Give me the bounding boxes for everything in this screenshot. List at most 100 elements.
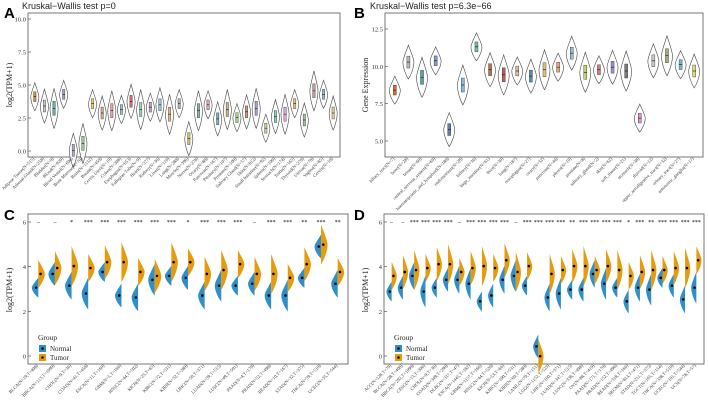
legend-title-c: Group <box>38 333 57 342</box>
mean-dot-tumor <box>550 272 553 276</box>
x-tick-label: UCEC(N=35,T=544) <box>307 363 339 395</box>
mean-dot-normal <box>681 298 685 301</box>
plot-frame-d <box>383 213 705 365</box>
x-labels-c: BLCA(N=19,T=408)BRCA(N=113,T=1099)CHOL(N… <box>8 363 340 399</box>
significance-marker: *** <box>635 220 644 226</box>
significance-marker: – <box>513 220 518 226</box>
significance-d: – – *** *** *** *** – *** *** *** *** – *** *** *** ***… <box>389 220 701 226</box>
mean-dot-normal <box>184 276 188 280</box>
significance-marker: *** <box>100 220 109 226</box>
significance-marker: ** <box>335 220 341 226</box>
x-labels-d: ACC(N=128,T=79)BLCA(N=28,T=408)BRCA(N=29… <box>363 363 698 399</box>
mean-dot-tumor <box>322 243 325 246</box>
significance-marker: *** <box>692 220 701 226</box>
mean-dot-normal <box>34 286 38 289</box>
mean-dot-tumor <box>338 270 342 274</box>
mean-dot-normal <box>535 345 538 348</box>
mean-dot-normal <box>614 286 617 289</box>
y-tick-label: 5.0 <box>375 139 383 146</box>
significance-marker: *** <box>590 220 599 226</box>
significance-marker: *** <box>579 220 588 226</box>
significance-marker: – <box>52 220 57 226</box>
significance-marker: – <box>457 220 462 226</box>
significance-marker: *** <box>466 220 475 226</box>
mean-dot-normal <box>546 296 550 299</box>
legend-dot-normal-d <box>397 347 400 350</box>
mean-dot-tumor <box>172 260 175 264</box>
legend-dot-normal-c <box>41 347 44 350</box>
x-labels-a: Adipose Tissue(N=515)Adrenal Gland(N=258… <box>1 156 334 191</box>
legend-dot-tumor-c <box>41 356 44 359</box>
mean-dot-tumor <box>505 258 508 262</box>
significance-marker: *** <box>410 220 419 226</box>
panel-label-c: C <box>4 207 15 224</box>
violins-d <box>386 243 702 374</box>
significance-marker: * <box>627 220 630 226</box>
significance-c: – – * *** *** *** *** *** *** * *** *** *** – *** *** **… <box>36 220 341 226</box>
mean-dot-normal <box>636 286 640 289</box>
mean-dot-tumor <box>39 272 42 276</box>
mean-dot-normal <box>399 286 403 289</box>
legend-label-normal-d: Normal <box>406 345 427 353</box>
y-ticks-d: 0 2 4 6 <box>379 220 387 361</box>
mean-dot-normal <box>101 270 104 274</box>
mean-dot-normal <box>693 286 696 289</box>
significance-marker: *** <box>267 220 276 226</box>
y-tick-label: 2 <box>23 309 26 316</box>
y-tick-label: 12.5 <box>372 27 383 34</box>
x-labels-b: biliary_tract(N=7)bone(N=28)breast(N=60)… <box>368 156 695 211</box>
panel-b: B Kruskal−Wallis test p=6.3e−66 Gene Exp… <box>354 1 704 211</box>
mean-dot-normal <box>334 282 337 286</box>
mean-dot-tumor <box>222 268 225 272</box>
significance-marker: * <box>187 220 190 226</box>
y-ticks-b: 5.0 7.5 10.0 12.5 <box>372 27 388 146</box>
legend-dot-tumor-d <box>397 356 400 359</box>
mean-dot-normal <box>411 274 414 278</box>
y-tick-label: 6 <box>379 220 383 227</box>
significance-marker: ** <box>301 220 307 226</box>
significance-marker: *** <box>523 220 532 226</box>
y-tick-label: 10.0 <box>372 64 383 71</box>
panel-a: A Kruskal−Wallis test p=0 log2(TPM+1) 0.… <box>1 1 341 191</box>
mean-dot-normal <box>234 284 237 287</box>
y-tick-label: 4 <box>23 264 27 271</box>
mean-dot-normal <box>467 282 471 286</box>
mean-dot-normal <box>167 274 171 278</box>
y-tick-label: 5.0 <box>18 83 26 90</box>
y-tick-label: 10.0 <box>15 17 26 24</box>
mean-dot-tumor <box>288 276 292 280</box>
mean-dot-tumor <box>572 264 576 268</box>
significance-marker: *** <box>233 220 242 226</box>
mean-dot-tumor <box>89 266 92 270</box>
significance-marker: *** <box>283 220 292 226</box>
mean-dot-normal <box>659 276 662 280</box>
y-axis-label-d: log2(TPM+1) <box>361 267 370 312</box>
plot-frame-a <box>27 12 341 158</box>
mean-dot-normal <box>433 286 437 289</box>
mean-dot-tumor <box>72 264 76 268</box>
significance-marker: *** <box>317 220 326 226</box>
y-axis-label-c: log2(TPM+1) <box>5 267 14 312</box>
significance-marker: *** <box>134 220 143 226</box>
mean-dot-tumor <box>105 260 109 264</box>
mean-dot-tumor <box>617 268 621 272</box>
panel-label-d: D <box>354 207 365 224</box>
mean-dot-tumor <box>205 272 209 276</box>
significance-marker: *** <box>489 220 498 226</box>
significance-marker: – <box>400 220 405 226</box>
legend-c: Group Normal Tumor <box>38 333 71 362</box>
mean-dot-normal <box>217 284 221 287</box>
mean-dot-normal <box>523 284 527 287</box>
mean-dot-tumor <box>493 266 497 270</box>
mean-dot-tumor <box>651 268 655 272</box>
mean-dot-tumor <box>674 266 677 270</box>
mean-dot-tumor <box>482 264 486 268</box>
mean-dot-tumor <box>471 266 474 270</box>
mean-dot-normal <box>478 300 482 303</box>
mean-dot-tumor <box>414 268 418 272</box>
mean-dot-normal <box>501 278 504 282</box>
mean-dot-tumor <box>538 354 542 358</box>
mean-dot-normal <box>444 278 448 282</box>
